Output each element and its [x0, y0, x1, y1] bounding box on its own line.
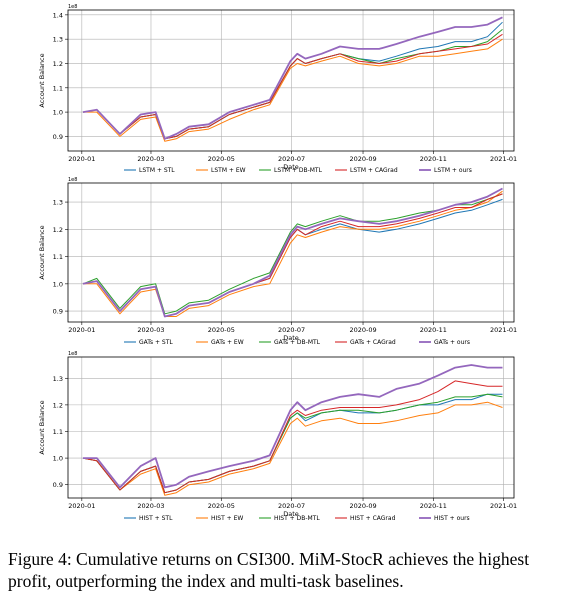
y-tick-label: 1.4	[53, 11, 63, 19]
x-tick-label: 2020-01	[68, 155, 95, 163]
series-line	[82, 187, 503, 318]
y-tick-label: 1.3	[53, 36, 63, 44]
legend-entry: GATs + CAGrad	[350, 339, 396, 346]
x-tick-label: 2021-01	[490, 326, 517, 334]
y-tick-label: 1.1	[53, 253, 63, 261]
chart-panel-2: 0.9 1.0 1.1 1.2 1.3 2020-01 2020-03 2020-05 2020…	[38, 177, 517, 346]
legend-entry: GATs + DB-MTL	[274, 339, 321, 346]
series-line	[82, 193, 503, 315]
legend-entry: LSTM + CAGrad	[350, 167, 398, 174]
x-tick-label: 2020-01	[68, 502, 95, 510]
x-tick-label: 2020-09	[349, 326, 376, 334]
y-tick-label: 1.2	[53, 401, 63, 409]
y-tick-label: 1.2	[53, 60, 63, 68]
y-axis-label: Account Balance	[38, 225, 46, 279]
x-tick-label: 2020-11	[420, 155, 447, 163]
figure: 0.9 1.0 1.1 1.2 1.3 1.4 2020-01 2020-03 2020-05 2…	[38, 4, 517, 522]
y-tick-label: 1.2	[53, 226, 63, 234]
x-tick-label: 2020-11	[420, 326, 447, 334]
series-line	[82, 401, 503, 496]
y-axis-label: Account Balance	[38, 53, 46, 107]
x-axis-label: Date	[283, 334, 299, 342]
y-tick-label: 0.9	[53, 133, 63, 141]
x-axis-label: Date	[283, 163, 299, 171]
plot-frame	[67, 9, 515, 152]
series-line	[82, 393, 503, 494]
x-tick-label: 2020-09	[349, 502, 376, 510]
x-tick-label: 2020-07	[278, 155, 305, 163]
series-line	[82, 198, 503, 317]
x-axis-label: Date	[283, 510, 299, 518]
series-line	[82, 393, 503, 494]
legend-entry: HIST + EW	[211, 515, 243, 522]
legend-entry: HIST + DB-MTL	[274, 515, 320, 522]
series-line	[83, 364, 503, 489]
y-tick-label: 1.0	[53, 455, 63, 463]
plot-frame	[67, 356, 515, 499]
chart-panel-3: 0.9 1.0 1.1 1.2 1.3 2020-01 2020-03 2020-05 2020…	[38, 351, 517, 522]
legend-entry: LSTM + DB-MTL	[274, 167, 323, 174]
series-line	[83, 38, 503, 142]
legend-entry: LSTM + EW	[211, 167, 246, 174]
y-tick-label: 0.9	[53, 308, 63, 316]
legend-entry: HIST + STL	[139, 515, 173, 522]
y-tick-label: 1.3	[53, 375, 63, 383]
series-line	[82, 16, 503, 140]
plot-frame	[67, 182, 515, 323]
series-line	[82, 193, 503, 317]
legend: HIST + STL HIST + EW HIST + DB-MTL HIST + C…	[124, 515, 470, 522]
x-tick-label: 2020-05	[208, 502, 235, 510]
x-tick-label: 2020-03	[137, 326, 164, 334]
series-line	[82, 21, 503, 140]
x-tick-label: 2020-11	[420, 502, 447, 510]
y-axis-label: Account Balance	[38, 400, 46, 454]
x-tick-label: 2020-07	[278, 326, 305, 334]
axis-scale-note: 1e8	[68, 4, 77, 10]
x-tick-label: 2020-01	[68, 326, 95, 334]
y-tick-label: 1.0	[53, 109, 63, 117]
x-tick-label: 2020-05	[208, 155, 235, 163]
axis-scale-note: 1e8	[68, 351, 77, 357]
y-tick-label: 1.3	[53, 199, 63, 207]
x-tick-label: 2021-01	[490, 155, 517, 163]
x-tick-label: 2020-03	[137, 155, 164, 163]
x-tick-label: 2020-05	[208, 326, 235, 334]
legend-entry: GATs + STL	[139, 339, 173, 346]
legend-entry: HIST + CAGrad	[350, 515, 396, 522]
axis-scale-note: 1e8	[68, 177, 77, 183]
legend: GATs + STL GATs + EW GATs + DB-MTL GATs + C…	[124, 339, 470, 346]
y-tick-label: 1.0	[53, 280, 63, 288]
legend-entry: GATs + EW	[211, 339, 244, 346]
legend-entry: HIST + ours	[434, 515, 470, 522]
figure-caption: Figure 4: Cumulative returns on CSI300. …	[8, 549, 530, 591]
x-tick-label: 2021-01	[490, 502, 517, 510]
x-tick-label: 2020-07	[278, 502, 305, 510]
legend-entry: LSTM + STL	[139, 167, 175, 174]
x-tick-label: 2020-03	[137, 502, 164, 510]
legend-entry: GATs + ours	[434, 339, 470, 346]
y-tick-label: 1.1	[53, 84, 63, 92]
chart-panel-1: 0.9 1.0 1.1 1.2 1.3 1.4 2020-01 2020-03 2020-05 2…	[38, 4, 517, 174]
series-line	[82, 380, 503, 494]
y-tick-label: 0.9	[53, 481, 63, 489]
y-tick-label: 1.1	[53, 428, 63, 436]
legend-entry: LSTM + ours	[434, 167, 472, 174]
x-tick-label: 2020-09	[349, 155, 376, 163]
series-line	[82, 33, 503, 140]
legend: LSTM + STL LSTM + EW LSTM + DB-MTL LSTM + C…	[124, 167, 472, 174]
